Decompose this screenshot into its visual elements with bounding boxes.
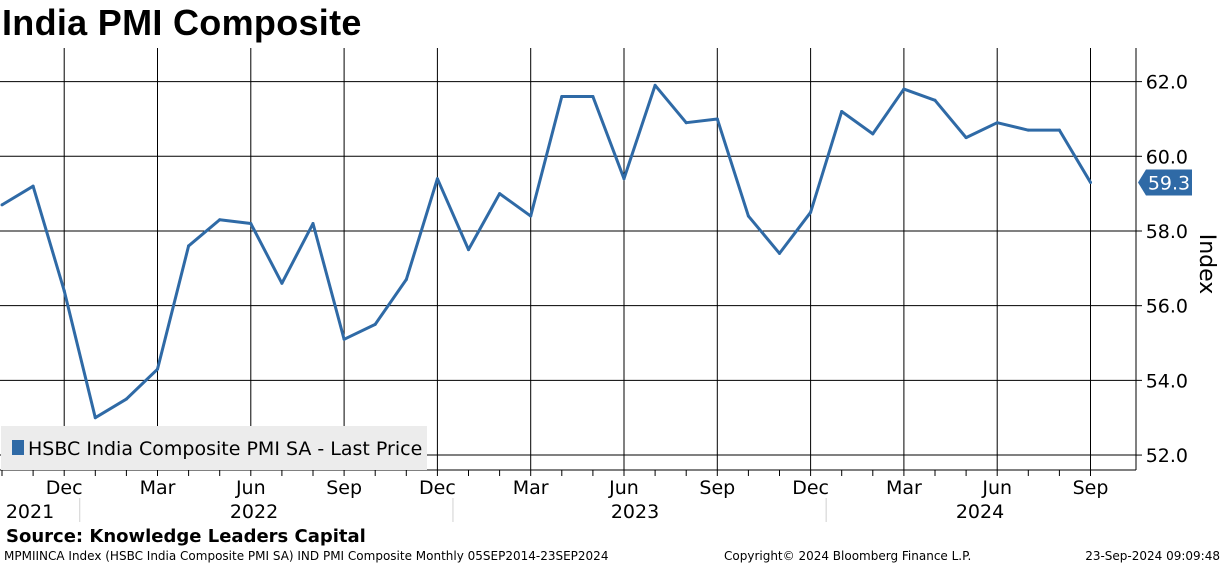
data-point bbox=[622, 177, 626, 181]
data-point bbox=[124, 397, 128, 401]
y-tick-label: 56.0 bbox=[1146, 296, 1188, 318]
x-tick-label: Dec bbox=[792, 477, 829, 499]
data-point bbox=[280, 281, 284, 285]
legend-swatch bbox=[12, 440, 24, 455]
data-point bbox=[404, 278, 408, 282]
x-tick-label: Mar bbox=[140, 477, 176, 499]
x-tick-label: Sep bbox=[699, 477, 735, 499]
footer-timestamp: 23-Sep-2024 09:09:48 bbox=[1085, 549, 1220, 563]
x-tick-label: Sep bbox=[1073, 477, 1109, 499]
x-year-label: 2024 bbox=[956, 501, 1004, 523]
footer-ticker-info: MPMIINCA Index (HSBC India Composite PMI… bbox=[4, 549, 609, 563]
legend-background bbox=[1, 426, 427, 470]
data-point bbox=[1089, 180, 1092, 184]
x-tick-label: Dec bbox=[419, 477, 456, 499]
data-point bbox=[187, 244, 191, 248]
x-tick-label: Jun bbox=[981, 477, 1012, 499]
data-point bbox=[467, 248, 470, 252]
data-point bbox=[31, 184, 35, 188]
x-year-label: 2023 bbox=[611, 501, 659, 523]
last-value-badge bbox=[1138, 169, 1192, 196]
x-tick-label: Sep bbox=[326, 477, 362, 499]
data-point bbox=[933, 98, 937, 102]
source-note: Source: Knowledge Leaders Capital bbox=[6, 526, 366, 547]
data-point bbox=[218, 218, 222, 222]
data-point bbox=[871, 132, 875, 136]
x-tick-label: Mar bbox=[513, 477, 549, 499]
data-point bbox=[653, 83, 657, 87]
legend: HSBC India Composite PMI SA - Last Price bbox=[1, 426, 427, 470]
series-line bbox=[1, 83, 1092, 420]
y-tick-label: 62.0 bbox=[1146, 72, 1188, 94]
data-point bbox=[529, 214, 533, 218]
data-point bbox=[342, 337, 346, 341]
x-tick-label: Dec bbox=[46, 477, 83, 499]
data-point bbox=[498, 192, 502, 196]
data-point bbox=[311, 222, 315, 226]
data-point bbox=[591, 95, 595, 99]
y-tick-label: 52.0 bbox=[1146, 445, 1188, 467]
last-value-label: 59.3 bbox=[1148, 172, 1190, 194]
data-point bbox=[0, 203, 4, 207]
chart-title: India PMI Composite bbox=[2, 2, 362, 43]
data-point bbox=[249, 222, 253, 226]
grid-lines bbox=[0, 48, 1136, 470]
data-point bbox=[560, 95, 564, 99]
data-point bbox=[373, 322, 377, 326]
legend-label: HSBC India Composite PMI SA - Last Price bbox=[28, 438, 422, 460]
x-tick-label: Jun bbox=[608, 477, 639, 499]
data-point bbox=[156, 367, 159, 371]
series-layer: 59.3 bbox=[0, 83, 1192, 420]
data-point bbox=[964, 136, 968, 140]
y-tick-label: 60.0 bbox=[1146, 146, 1188, 168]
data-point bbox=[995, 121, 999, 125]
y-tick-label: 54.0 bbox=[1146, 370, 1188, 392]
data-point bbox=[715, 117, 719, 121]
data-point bbox=[1057, 128, 1061, 132]
y-tick-label: 58.0 bbox=[1146, 221, 1188, 243]
footer-copyright: Copyright© 2024 Bloomberg Finance L.P. bbox=[724, 549, 972, 563]
data-point bbox=[809, 210, 813, 214]
x-tick-label: Mar bbox=[886, 477, 922, 499]
data-point bbox=[840, 109, 844, 113]
data-point bbox=[435, 177, 439, 181]
data-point bbox=[902, 87, 906, 91]
data-point bbox=[1026, 128, 1030, 132]
data-point bbox=[62, 289, 66, 293]
data-point bbox=[93, 416, 97, 420]
x-year-label: 2022 bbox=[230, 501, 278, 523]
x-year-label: 2021 bbox=[6, 501, 54, 523]
data-point bbox=[778, 251, 781, 255]
data-point bbox=[684, 121, 688, 125]
axes: 52.0 54.0 56.0 58.0 60.0 62.0 Dec Mar Jun Sep Dec M… bbox=[0, 48, 1219, 523]
data-point bbox=[746, 214, 750, 218]
y-axis-title: Index bbox=[1194, 234, 1219, 295]
x-tick-label: Jun bbox=[235, 477, 266, 499]
